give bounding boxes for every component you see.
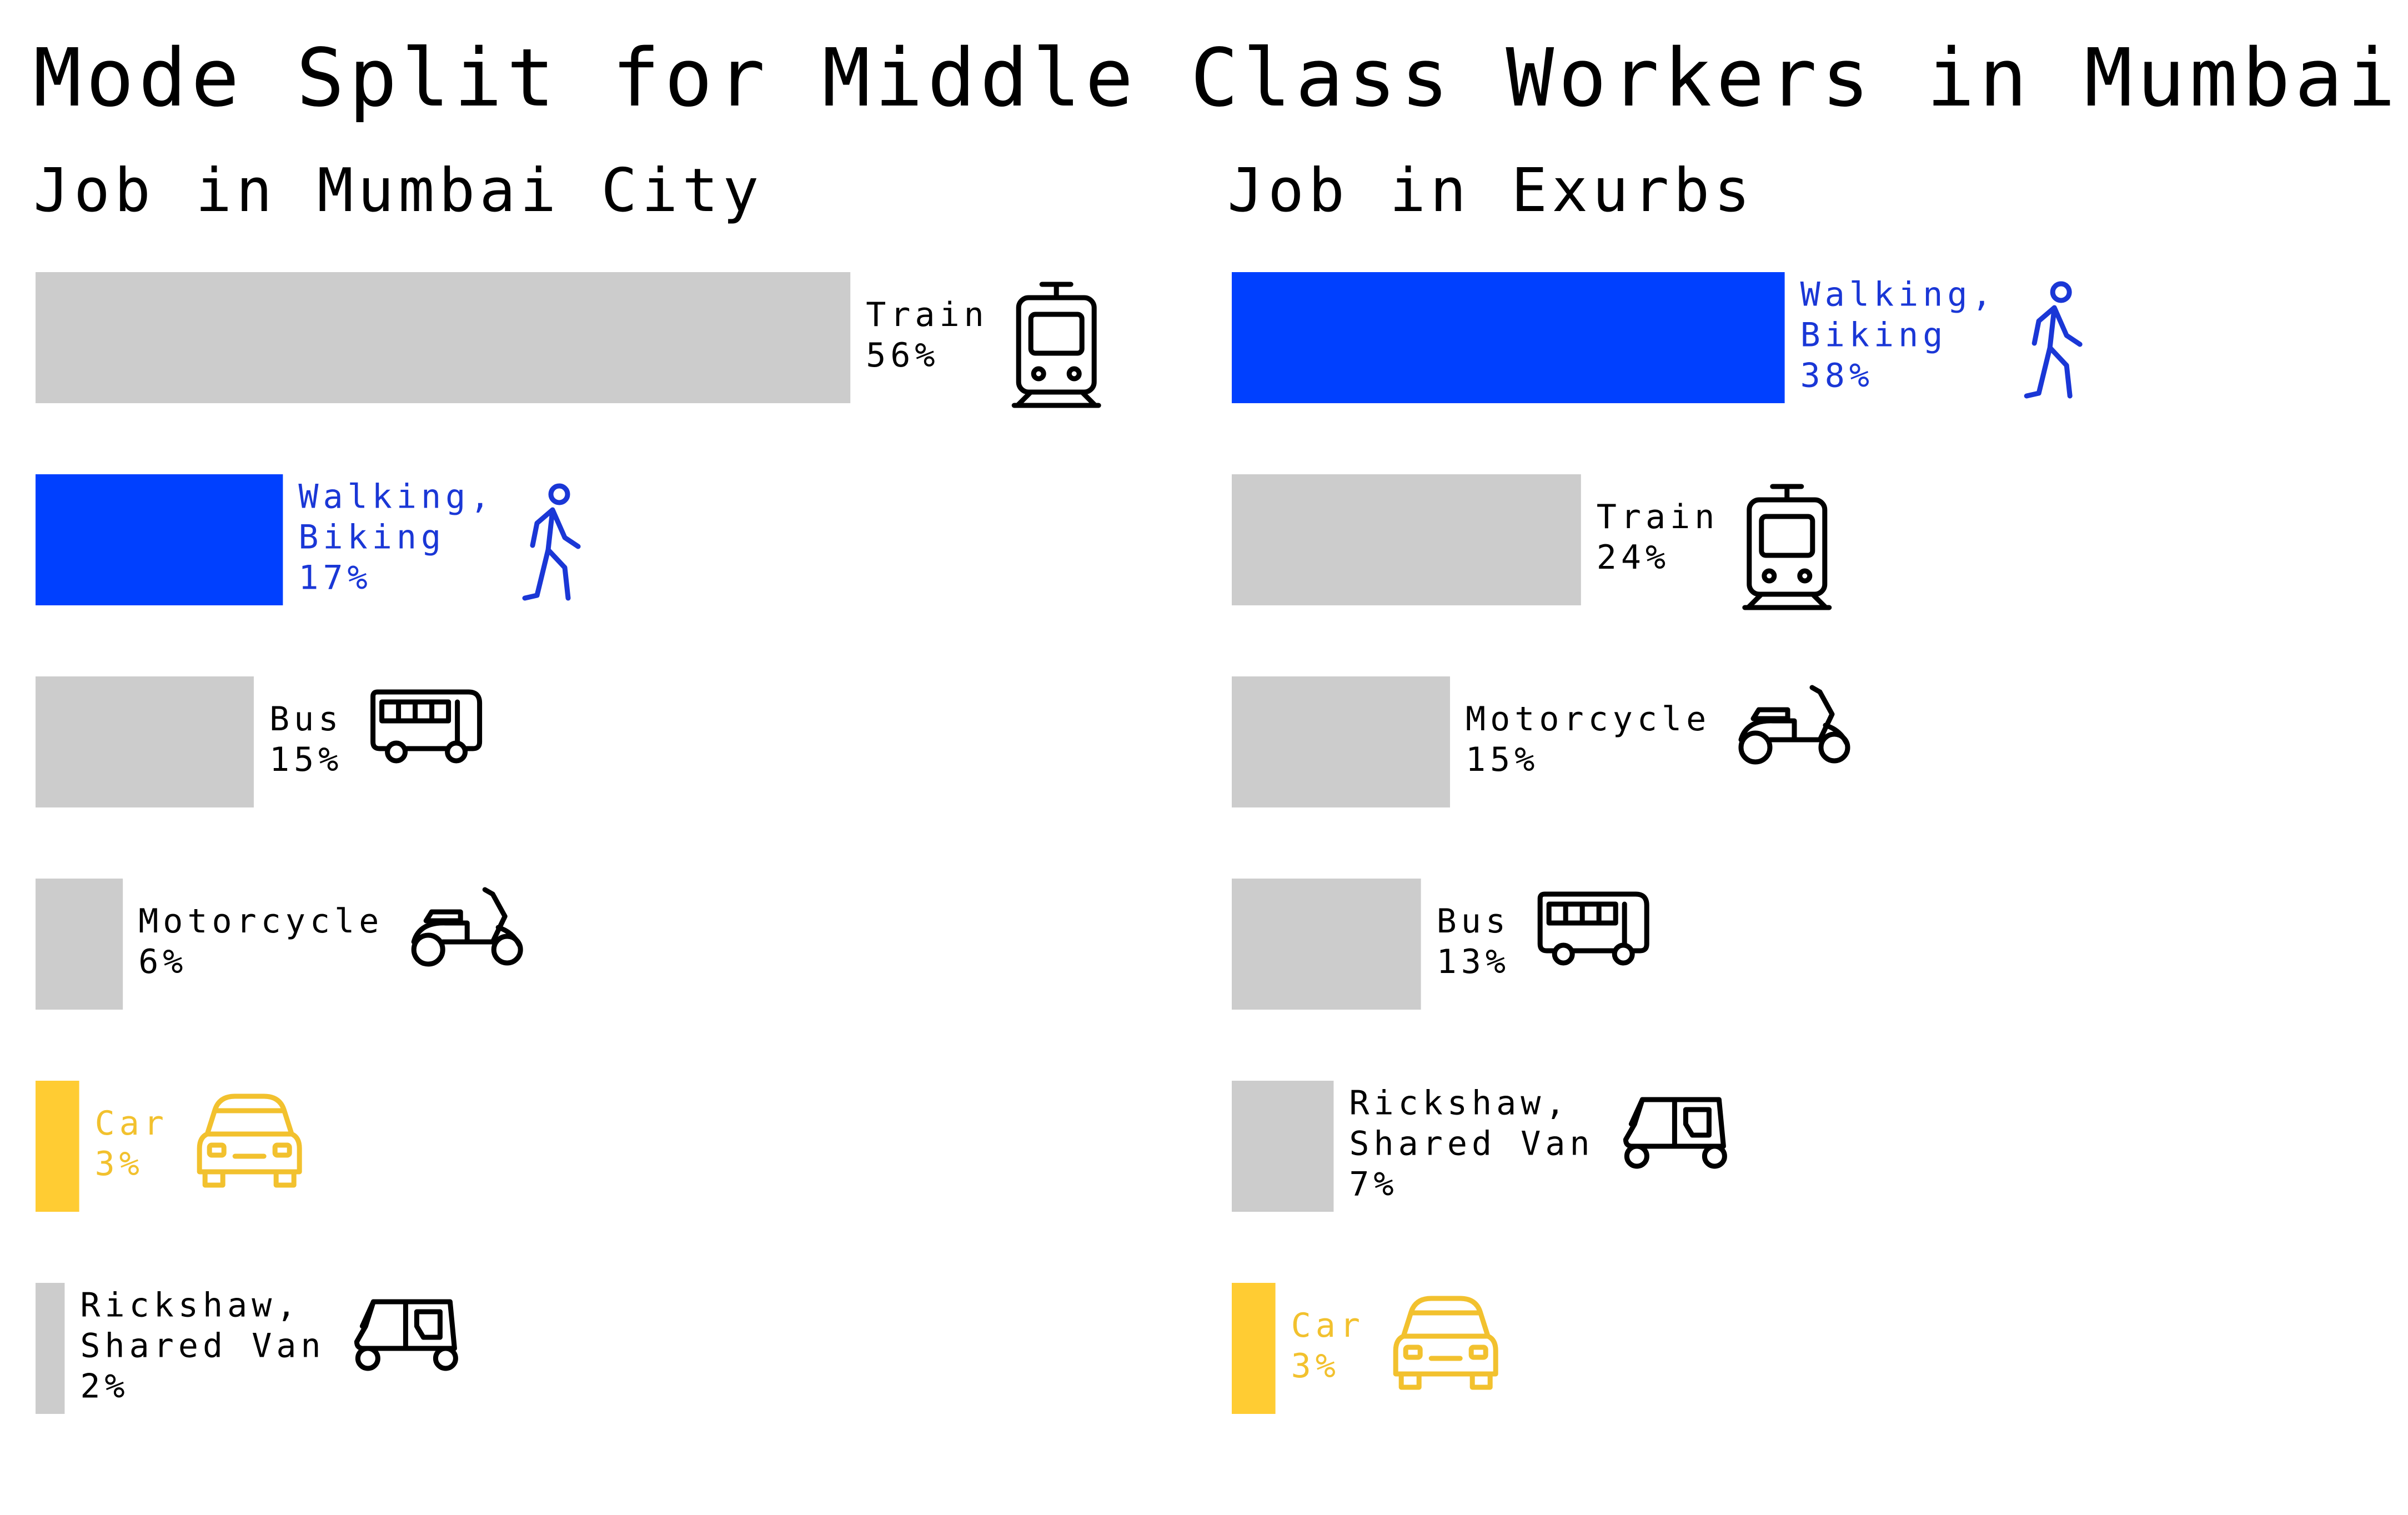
bar-value-label-car: 3%	[95, 1145, 144, 1183]
bar-value-label-rickshaw-shared-van: 2%	[80, 1367, 129, 1406]
walking-icon	[2024, 281, 2083, 399]
rickshaw-icon	[354, 1299, 458, 1371]
bar-walking-biking	[36, 474, 283, 605]
bar-value-label-motorcycle: 15%	[1466, 740, 1539, 779]
rickshaw-icon	[1623, 1097, 1727, 1169]
bar-label-train: Train	[866, 295, 989, 334]
bar-bus	[36, 676, 254, 807]
bar-value-label-bus: 15%	[269, 740, 343, 779]
bar-label-car: Car	[95, 1104, 168, 1143]
bar-value-label-bus: 13%	[1437, 942, 1510, 981]
bar-car	[1232, 1283, 1276, 1414]
bar-value-label-walking-biking: 38%	[1800, 357, 1874, 395]
bar-rickshaw-shared-van	[1232, 1081, 1334, 1212]
car-icon	[1393, 1296, 1498, 1390]
bar-label-bus: Bus	[269, 700, 343, 739]
bar-label-car: Car	[1291, 1306, 1364, 1345]
chart-title: Mode Split for Middle Class Workers in M…	[33, 31, 2400, 124]
bar-label-rickshaw-shared-van: Rickshaw, Shared Van	[1349, 1084, 1594, 1163]
bar-walking-biking	[1232, 272, 1785, 403]
bar-value-label-train: 56%	[866, 336, 939, 375]
bar-car	[36, 1081, 79, 1212]
bar-label-train: Train	[1597, 498, 1719, 536]
bar-label-walking-biking: Walking, Biking	[1800, 275, 1996, 355]
bar-bus	[1232, 879, 1421, 1010]
bar-label-bus: Bus	[1437, 902, 1510, 941]
bar-label-rickshaw-shared-van: Rickshaw, Shared Van	[80, 1286, 325, 1366]
bus-icon	[370, 689, 483, 764]
bar-rickshaw-shared-van	[36, 1283, 65, 1414]
bar-value-label-motorcycle: 6%	[138, 942, 187, 981]
bar-motorcycle	[36, 879, 123, 1010]
panel-title-exurbs: Job in Exurbs	[1227, 156, 1754, 225]
bar-train	[36, 272, 851, 403]
scooter-icon	[411, 887, 523, 967]
car-icon	[197, 1093, 302, 1188]
bar-value-label-rickshaw-shared-van: 7%	[1349, 1165, 1398, 1204]
walking-icon	[522, 483, 581, 601]
scooter-icon	[1738, 685, 1850, 765]
train-icon	[1011, 282, 1101, 408]
bar-value-label-train: 24%	[1597, 538, 1670, 577]
bar-value-label-car: 3%	[1291, 1347, 1340, 1386]
bar-value-label-walking-biking: 17%	[298, 559, 372, 598]
bar-train	[1232, 474, 1581, 605]
bar-label-walking-biking: Walking, Biking	[298, 478, 494, 557]
panel-title-city: Job in Mumbai City	[33, 156, 763, 225]
bar-label-motorcycle: Motorcycle	[138, 902, 383, 941]
train-icon	[1742, 484, 1832, 610]
bar-motorcycle	[1232, 676, 1450, 807]
bus-icon	[1537, 891, 1649, 966]
bar-label-motorcycle: Motorcycle	[1466, 700, 1710, 739]
